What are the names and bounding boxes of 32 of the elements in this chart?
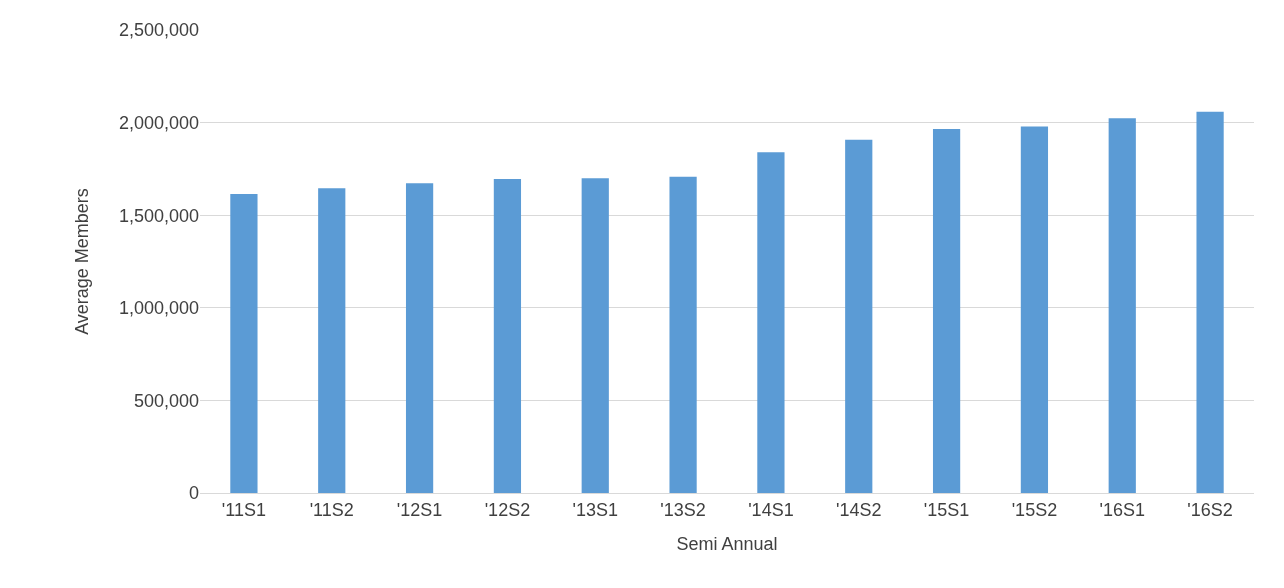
y-tick-label: 1,500,000	[118, 205, 199, 226]
y-tick-label: 0	[188, 483, 199, 504]
y-tick-label: 1,000,000	[118, 298, 199, 319]
x-tick-label: '15S1	[923, 499, 970, 520]
x-tick-label: '16S2	[1187, 499, 1233, 520]
bar	[405, 183, 434, 493]
y-tick-label: 2,500,000	[118, 20, 199, 41]
x-tick-label: '13S1	[572, 499, 618, 520]
bar	[230, 194, 258, 493]
bar	[669, 176, 697, 493]
x-tick-label: '12S2	[484, 499, 531, 520]
y-tick-label: 2,000,000	[118, 112, 199, 133]
bar	[757, 152, 785, 493]
bar	[318, 188, 346, 493]
x-tick-label: '14S2	[836, 499, 882, 520]
x-axis-title: Semi Annual	[676, 533, 778, 554]
y-axis-title: Average Members	[72, 188, 93, 335]
bar	[1108, 118, 1136, 493]
x-tick-label: '13S2	[660, 499, 706, 520]
bar	[581, 178, 609, 493]
bar	[1020, 126, 1049, 493]
x-tick-label: '11S2	[309, 499, 354, 520]
bar	[493, 179, 522, 493]
bar	[932, 129, 961, 493]
y-tick-label: 500,000	[133, 390, 199, 411]
x-tick-label: '11S1	[221, 499, 266, 520]
x-tick-label: '12S1	[396, 499, 443, 520]
x-tick-label: '15S2	[1011, 499, 1058, 520]
x-tick-label: '16S1	[1099, 499, 1145, 520]
x-tick-label: '14S1	[748, 499, 794, 520]
bar	[1196, 111, 1224, 493]
bar	[845, 139, 873, 493]
